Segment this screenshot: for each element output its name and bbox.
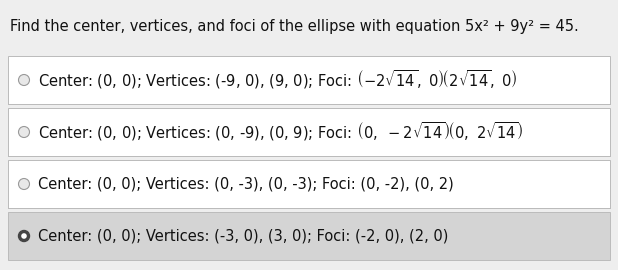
FancyBboxPatch shape [8, 212, 610, 260]
Text: Find the center, vertices, and foci of the ellipse with equation 5x² + 9y² = 45.: Find the center, vertices, and foci of t… [10, 19, 578, 33]
Circle shape [19, 75, 30, 86]
Circle shape [19, 178, 30, 190]
Text: Center: (0, 0); Vertices: (-3, 0), (3, 0); Foci: (-2, 0), (2, 0): Center: (0, 0); Vertices: (-3, 0), (3, 0… [38, 228, 449, 244]
Text: Center: (0, 0); Vertices: (0, -9), (0, 9); Foci: $\left(0,\ -2\sqrt{14}\right)\!: Center: (0, 0); Vertices: (0, -9), (0, 9… [38, 121, 523, 143]
FancyBboxPatch shape [8, 108, 610, 156]
FancyBboxPatch shape [8, 160, 610, 208]
Text: Center: (0, 0); Vertices: (0, -3), (0, -3); Foci: (0, -2), (0, 2): Center: (0, 0); Vertices: (0, -3), (0, -… [38, 177, 454, 191]
FancyBboxPatch shape [8, 56, 610, 104]
FancyBboxPatch shape [0, 0, 618, 50]
Circle shape [19, 231, 30, 241]
Text: Center: (0, 0); Vertices: (-9, 0), (9, 0); Foci: $\left(-2\sqrt{14},\ 0\right)\!: Center: (0, 0); Vertices: (-9, 0), (9, 0… [38, 69, 517, 92]
Circle shape [19, 127, 30, 137]
Circle shape [22, 234, 26, 238]
